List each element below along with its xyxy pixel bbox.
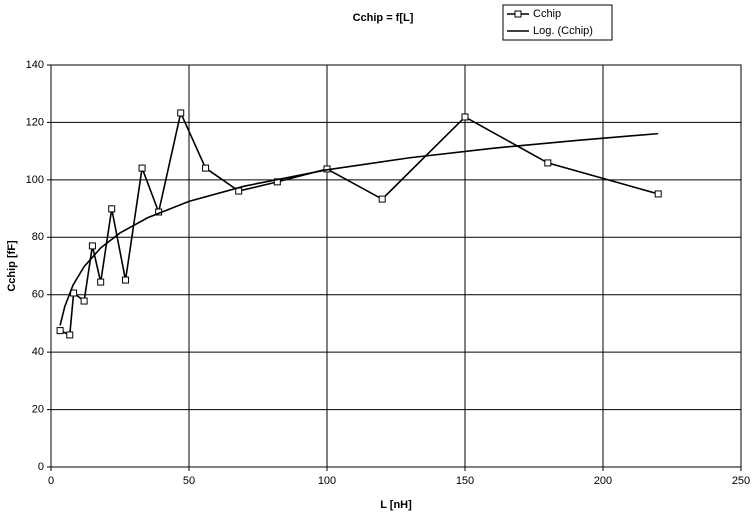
y-tick-label: 100: [26, 174, 44, 186]
x-axis-label: L [nH]: [380, 499, 412, 511]
chart-title: Cchip = f[L]: [353, 12, 414, 24]
data-point: [108, 205, 116, 213]
y-tick-label: 80: [32, 231, 44, 243]
x-tick-label: 0: [48, 475, 54, 487]
data-point: [80, 297, 88, 305]
data-point: [138, 164, 146, 172]
x-tick-label: 100: [318, 475, 336, 487]
data-point: [654, 190, 662, 198]
legend-label: Log. (Cchip): [533, 25, 593, 37]
data-point: [56, 327, 64, 335]
legend-marker: [514, 10, 522, 18]
data-point: [544, 159, 552, 167]
x-tick-label: 200: [594, 475, 612, 487]
data-point: [461, 113, 469, 121]
series-line: [59, 132, 659, 326]
y-tick-label: 20: [32, 403, 44, 415]
data-point: [177, 109, 185, 117]
y-tick-label: 120: [26, 116, 44, 128]
y-tick-label: 140: [26, 59, 44, 71]
y-tick-label: 60: [32, 289, 44, 301]
data-point: [88, 242, 96, 250]
y-tick-label: 40: [32, 346, 44, 358]
data-point: [66, 331, 74, 339]
plot-area: [50, 64, 742, 468]
x-tick-label: 250: [732, 475, 750, 487]
legend-label: Cchip: [533, 8, 561, 20]
data-point: [122, 276, 130, 284]
data-point: [202, 164, 210, 172]
x-tick-label: 150: [456, 475, 474, 487]
data-point: [97, 278, 105, 286]
y-tick-label: 0: [38, 461, 44, 473]
data-point: [378, 195, 386, 203]
x-tick-label: 50: [183, 475, 195, 487]
y-axis-label: Cchip [fF]: [6, 240, 18, 292]
